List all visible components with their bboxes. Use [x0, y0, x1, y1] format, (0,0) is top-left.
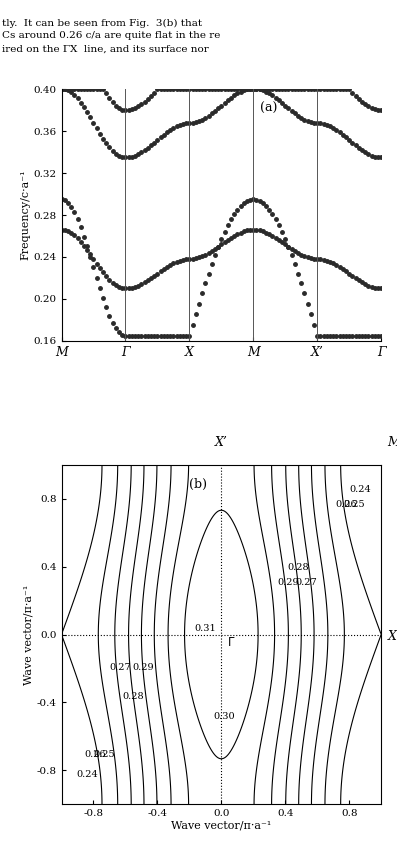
Text: 0.27: 0.27	[295, 579, 317, 587]
Text: X’: X’	[215, 437, 228, 449]
Text: tly.  It can be seen from Fig.  3(b) that: tly. It can be seen from Fig. 3(b) that	[2, 19, 202, 28]
Text: 0.24: 0.24	[349, 485, 371, 494]
Text: 0.26: 0.26	[84, 750, 106, 759]
Text: 0.29: 0.29	[132, 663, 154, 672]
Text: $\Gamma$: $\Gamma$	[227, 637, 235, 649]
Text: 0.29: 0.29	[278, 579, 299, 587]
Text: ired on the ΓX  line, and its surface nor: ired on the ΓX line, and its surface nor	[2, 44, 209, 54]
Text: 0.24: 0.24	[76, 770, 98, 779]
Text: 0.31: 0.31	[194, 624, 216, 633]
Text: (a): (a)	[260, 102, 277, 115]
Y-axis label: Wave vector/π·a⁻¹: Wave vector/π·a⁻¹	[24, 585, 34, 684]
Text: 0.30: 0.30	[214, 712, 235, 722]
Text: X: X	[387, 631, 396, 643]
Text: 0.27: 0.27	[110, 663, 131, 672]
Text: 0.25: 0.25	[94, 750, 116, 759]
Y-axis label: Frequency/c·a⁻¹: Frequency/c·a⁻¹	[21, 170, 31, 260]
Text: 0.26: 0.26	[335, 500, 357, 509]
X-axis label: Wave vector/π·a⁻¹: Wave vector/π·a⁻¹	[171, 821, 272, 831]
Text: (b): (b)	[189, 478, 207, 491]
Text: Cs around 0.26 c/a are quite flat in the re: Cs around 0.26 c/a are quite flat in the…	[2, 31, 220, 41]
Text: 0.28: 0.28	[123, 692, 144, 701]
Text: M: M	[387, 437, 397, 449]
Text: 0.28: 0.28	[287, 563, 309, 572]
Text: 0.25: 0.25	[343, 500, 365, 509]
